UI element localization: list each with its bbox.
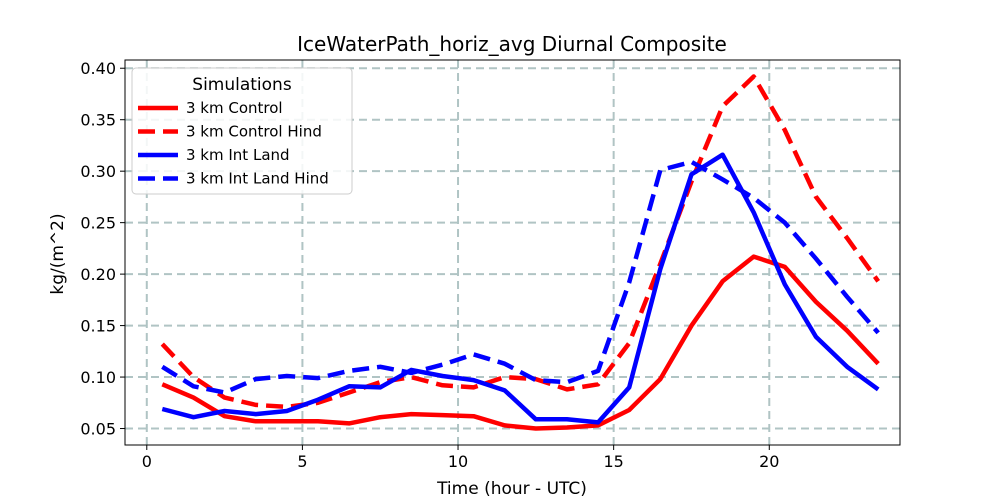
plot-frame <box>124 59 901 446</box>
y-tick-label: 0.40 <box>80 59 116 78</box>
x-tick-label: 0 <box>142 452 152 471</box>
legend-box <box>131 67 353 195</box>
legend-label: 3 km Control <box>186 99 283 117</box>
x-tick-label: 15 <box>603 452 623 471</box>
y-tick-label: 0.05 <box>80 420 116 439</box>
series-line-3-km-int-land-hind <box>161 159 880 395</box>
series-line-3-km-int-land <box>161 152 880 425</box>
y-axis-label: kg/(m^2) <box>48 213 68 294</box>
y-tick-label: 0.15 <box>80 317 116 336</box>
legend-label: 3 km Int Land Hind <box>186 170 329 188</box>
x-tick-label: 10 <box>448 452 468 471</box>
x-tick-label: 5 <box>297 452 307 471</box>
y-tick-label: 0.35 <box>80 111 116 130</box>
x-axis: 0 5 10 15 20 <box>142 445 779 471</box>
y-tick-label: 0.30 <box>80 162 116 181</box>
chart-title: IceWaterPath_horiz_avg Diurnal Composite <box>297 32 727 56</box>
legend-label: 3 km Control Hind <box>186 123 322 141</box>
y-tick-label: 0.10 <box>80 368 116 387</box>
x-axis-label: Time (hour - UTC) <box>436 479 587 499</box>
y-tick-label: 0.20 <box>80 265 116 284</box>
series-lines <box>160 74 881 431</box>
legend-label: 3 km Int Land <box>186 146 290 164</box>
y-axis: 0.05 0.10 0.15 0.20 0.25 0.30 0.35 0.40 <box>80 59 125 439</box>
legend: Simulations 3 km Control 3 km Control Hin… <box>131 67 353 195</box>
legend-title: Simulations <box>192 75 292 95</box>
x-tick-label: 20 <box>759 452 779 471</box>
y-tick-label: 0.25 <box>80 214 116 233</box>
series-line-3-km-control-hind <box>160 74 881 410</box>
series-line-3-km-control <box>161 254 880 431</box>
